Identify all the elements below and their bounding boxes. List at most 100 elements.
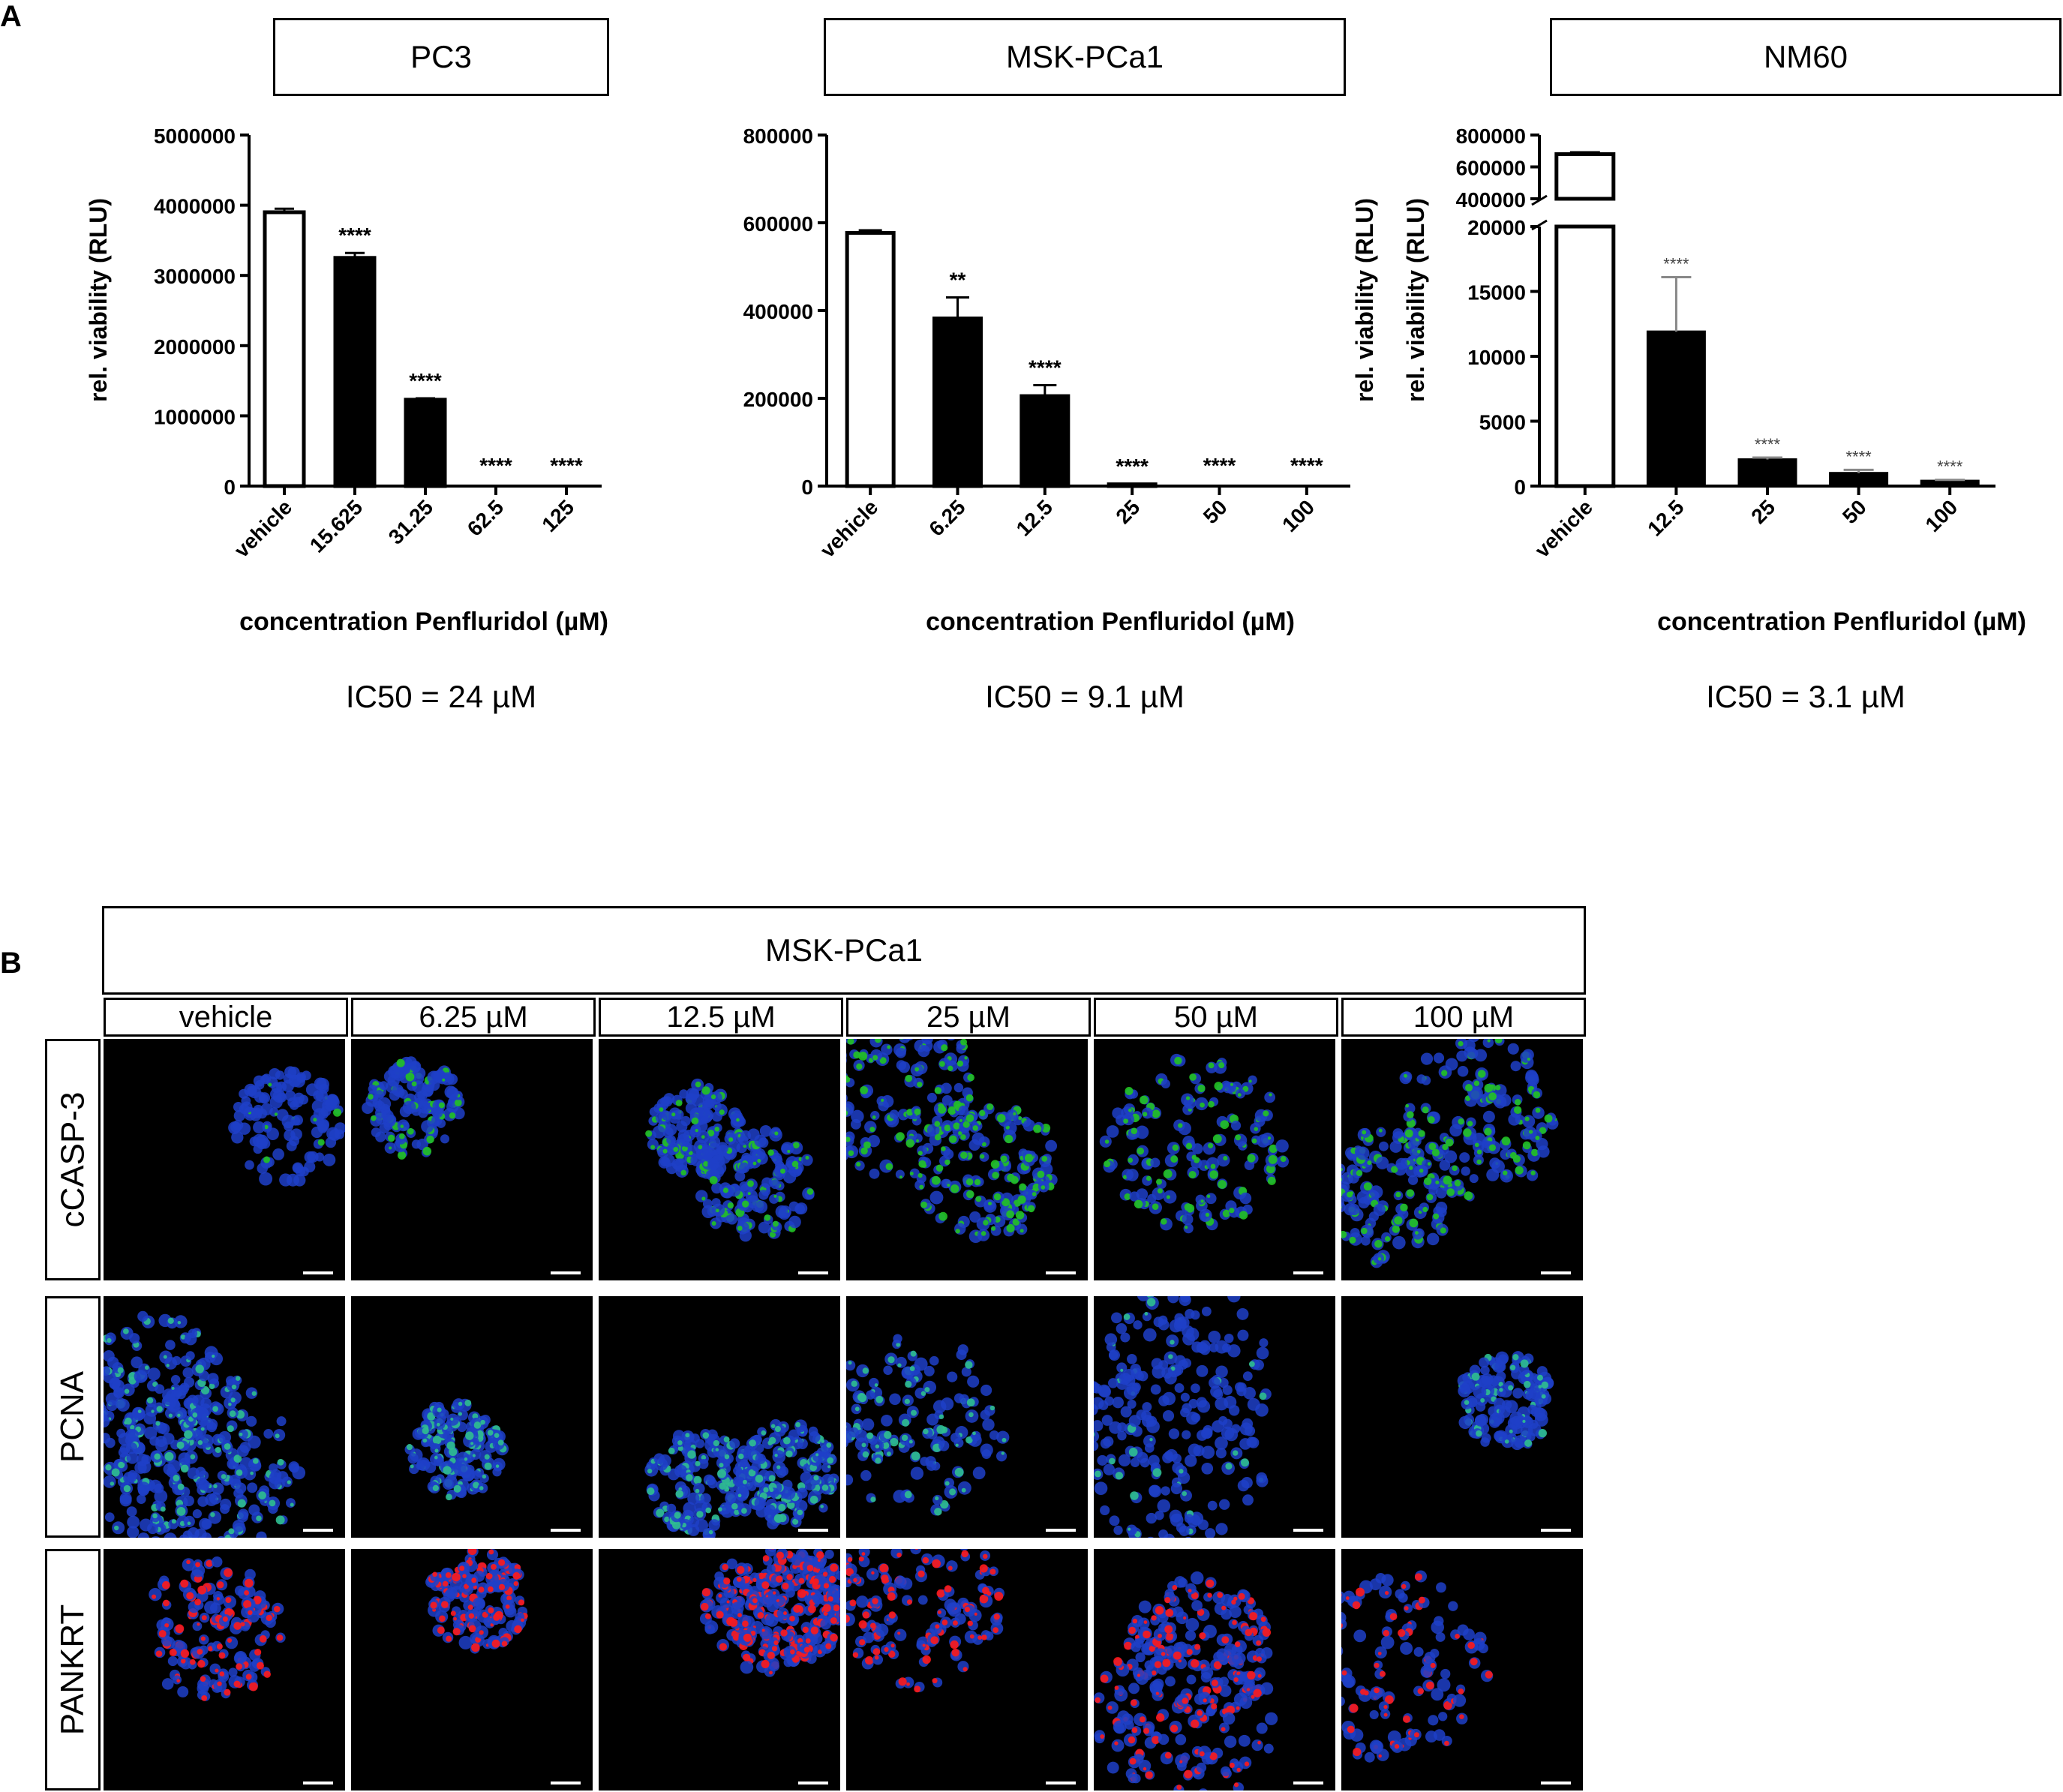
y-tick-label: 0 [1514, 476, 1526, 499]
y-tick-label: 4000000 [154, 195, 236, 218]
scale-bar [798, 1781, 828, 1784]
chart-msk: rel. viability (RLU) 0 200000 400000 600000… [743, 125, 1378, 636]
significance-label: **** [1937, 458, 1963, 476]
x-tick-label: vehicle [815, 495, 882, 562]
row-label: PANKRT [45, 1549, 101, 1790]
x-tick-label: 31.25 [384, 495, 437, 548]
panel-a-letter: A [0, 0, 22, 33]
x-tick-label: 50 [1838, 495, 1871, 528]
y-tick-label: 3000000 [154, 265, 236, 288]
y-tick-label: 1000000 [154, 405, 236, 428]
micrograph [599, 1039, 840, 1280]
micrograph [599, 1296, 840, 1538]
scale-bar [303, 1271, 333, 1274]
ic50-nm60: IC50 = 3.1 µM [1706, 679, 1905, 714]
micrograph [104, 1039, 345, 1280]
bar-upper [1554, 152, 1616, 201]
significance-label: **** [338, 224, 371, 247]
y-axis-label: rel. viability (RLU) [1351, 198, 1378, 402]
micrograph [104, 1549, 345, 1790]
significance-label: **** [409, 369, 442, 392]
chart-title-msk: MSK-PCa1 [824, 18, 1346, 96]
y-tick-label: 15000 [1467, 281, 1526, 305]
significance-label: **** [1755, 435, 1781, 454]
scale-bar [551, 1529, 581, 1532]
bar [1920, 479, 1980, 488]
chart-pc3: rel. viability (RLU) 0 1000000 2000000 3000… [85, 125, 608, 636]
bar [932, 317, 983, 488]
y-tick-label: 0 [801, 476, 813, 499]
x-tick-label: vehicle [1530, 495, 1597, 562]
x-tick-label: 15.625 [305, 495, 367, 557]
micrograph [1341, 1296, 1583, 1538]
scale-bar [1541, 1781, 1571, 1784]
scale-bar [1046, 1529, 1076, 1532]
x-tick-label: 62.5 [463, 495, 508, 540]
row-label: PCNA [45, 1296, 101, 1538]
y-tick-label: 400000 [1456, 188, 1526, 212]
x-tick-label: 50 [1199, 495, 1232, 528]
panel-b-letter: B [0, 947, 22, 980]
panel-b-header: MSK-PCa1 [102, 906, 1586, 995]
scale-bar [1541, 1271, 1571, 1274]
x-tick-label: 100 [1278, 495, 1319, 536]
significance-label: **** [1116, 455, 1149, 478]
y-tick-label: 600000 [743, 212, 813, 236]
y-tick-label: 20000 [1467, 216, 1526, 239]
bar [1646, 330, 1706, 488]
scale-bar [1293, 1271, 1323, 1274]
chart-nm60: rel. viability (RLU) 0 5000 10000 15000 2000… [1402, 125, 2026, 636]
column-header: 100 µM [1341, 998, 1586, 1037]
micrograph [846, 1549, 1088, 1790]
scale-bar [798, 1271, 828, 1274]
y-tick-label: 600000 [1456, 157, 1526, 180]
micrograph [351, 1296, 593, 1538]
micrograph [1094, 1296, 1335, 1538]
bar [333, 256, 377, 488]
ic50-pc3: IC50 = 24 µM [345, 679, 537, 714]
micrograph [1341, 1039, 1583, 1280]
chart-title-pc3: PC3 [273, 18, 609, 96]
ic50-msk: IC50 = 9.1 µM [985, 679, 1185, 714]
bar [404, 398, 447, 488]
bar [1019, 394, 1071, 488]
y-axis-label: rel. viability (RLU) [1402, 198, 1429, 402]
x-tick-label: 25 [1746, 495, 1779, 528]
bar [1829, 472, 1889, 488]
y-tick-label: 10000 [1467, 346, 1526, 369]
significance-label: **** [1290, 454, 1323, 477]
column-header: 25 µM [846, 998, 1091, 1037]
scale-bar [551, 1781, 581, 1784]
x-tick-label: 6.25 [924, 495, 969, 540]
x-axis-label: concentration Penfluridol (µM) [239, 608, 608, 636]
micrograph [846, 1296, 1088, 1538]
micrograph [1341, 1549, 1583, 1790]
micrograph [1094, 1549, 1335, 1790]
scale-bar [798, 1529, 828, 1532]
y-tick-label: 800000 [1456, 125, 1526, 148]
x-tick-label: vehicle [230, 495, 296, 562]
bar-lower [1554, 224, 1616, 488]
scale-bar [1293, 1529, 1323, 1532]
scale-bar [303, 1781, 333, 1784]
x-tick-label: 12.5 [1643, 495, 1688, 540]
significance-label: **** [1203, 454, 1236, 477]
significance-label: **** [479, 454, 512, 477]
significance-label: **** [1028, 356, 1062, 379]
y-tick-label: 5000 [1479, 411, 1526, 434]
significance-label: **** [1845, 447, 1872, 466]
micrograph [351, 1549, 593, 1790]
y-tick-label: 200000 [743, 388, 813, 411]
column-header: 6.25 µM [351, 998, 596, 1037]
x-tick-label: 12.5 [1012, 495, 1057, 540]
scale-bar [1293, 1781, 1323, 1784]
x-tick-label: 100 [1920, 495, 1962, 536]
scale-bar [1046, 1781, 1076, 1784]
bar [263, 210, 306, 488]
y-tick-label: 2000000 [154, 335, 236, 359]
x-tick-label: 25 [1111, 495, 1144, 528]
micrograph [846, 1039, 1088, 1280]
scale-bar [1046, 1271, 1076, 1274]
micrograph [599, 1549, 840, 1790]
column-header: 50 µM [1094, 998, 1338, 1037]
